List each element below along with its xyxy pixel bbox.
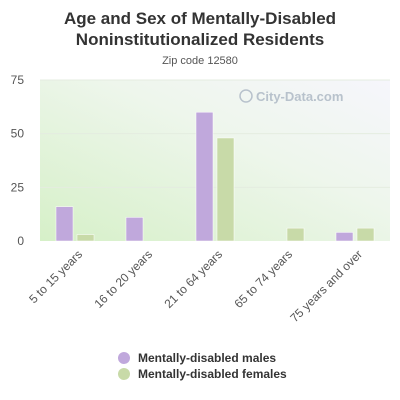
y-tick-label: 75 — [11, 73, 25, 87]
legend-item: Mentally-disabled females — [118, 366, 287, 382]
bar-females — [216, 137, 235, 242]
bar-females — [286, 227, 305, 242]
y-tick-label: 0 — [17, 234, 24, 248]
bar-males — [335, 232, 354, 242]
y-axis: 0 25 50 75 — [11, 73, 25, 248]
legend-swatch — [118, 352, 130, 364]
x-axis: 5 to 15 years 16 to 20 years 21 to 64 year… — [26, 247, 365, 325]
watermark: City-Data.com — [239, 89, 343, 104]
x-tick-label: 75 years and over — [287, 247, 365, 325]
plot-area — [40, 80, 390, 241]
title-line-2: Noninstitutionalized Residents — [75, 30, 325, 49]
bar-females — [76, 234, 95, 242]
title-line-1: Age and Sex of Mentally-Disabled — [63, 9, 337, 28]
bar-males — [125, 217, 144, 242]
bar-males — [55, 206, 74, 242]
legend-item: Mentally-disabled males — [118, 350, 287, 366]
legend: Mentally-disabled males Mentally-disabled… — [118, 350, 287, 382]
bar-females — [356, 227, 375, 242]
legend-label: Mentally-disabled females — [138, 367, 287, 381]
bars — [55, 111, 375, 242]
watermark-text: City-Data.com — [256, 89, 343, 104]
grid-lines — [40, 79, 390, 188]
legend-swatch — [118, 368, 130, 380]
legend-label: Mentally-disabled males — [138, 351, 277, 365]
chart-title: Age and Sex of Mentally-Disabled Noninst… — [0, 8, 400, 50]
y-tick-label: 50 — [11, 127, 25, 141]
bar-males — [195, 111, 214, 242]
y-tick-label: 25 — [11, 180, 25, 194]
chart-subtitle: Zip code 12580 — [162, 55, 238, 67]
x-tick-label: 21 to 64 years — [161, 247, 225, 311]
x-tick-label: 16 to 20 years — [91, 247, 155, 311]
x-tick-label: 65 to 74 years — [231, 247, 295, 311]
x-tick-label: 5 to 15 years — [26, 247, 85, 306]
